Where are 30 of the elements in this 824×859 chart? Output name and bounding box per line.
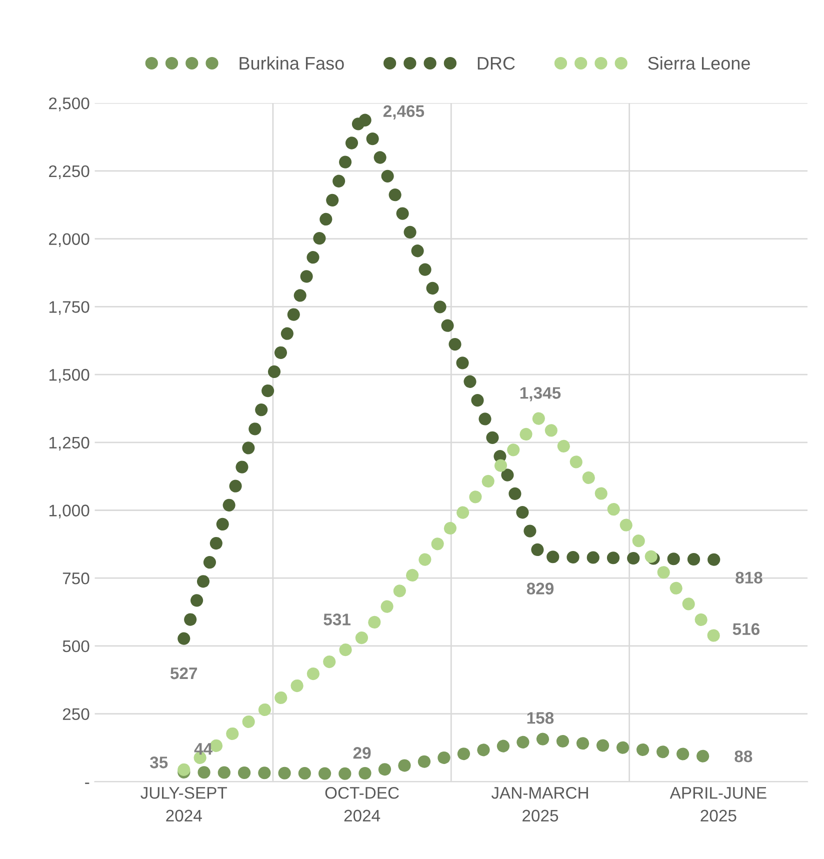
x-tick-label: JAN-MARCH 2025	[491, 786, 588, 822]
y-tick-label: 1,250	[49, 436, 90, 451]
data-label: 516	[732, 623, 760, 635]
data-label: 818	[736, 572, 762, 584]
y-tick-label: 1,750	[49, 301, 90, 315]
data-label: 2,465	[383, 105, 424, 120]
y-tick-label: 1,000	[49, 504, 90, 518]
legend-label: Burkina Faso	[240, 56, 344, 70]
y-tick-label: 750	[62, 572, 90, 584]
data-label: 1,345	[520, 387, 561, 402]
x-tick-label: APRIL-JUNE 2025	[670, 787, 766, 822]
legend-label: Sierra Leone	[648, 56, 750, 70]
data-label: 35	[150, 756, 168, 768]
y-tick-label: 500	[62, 640, 90, 652]
data-label: 531	[324, 614, 350, 626]
data-label: 158	[527, 712, 554, 724]
y-tick-label: 2,500	[49, 97, 90, 112]
y-tick-label: 1,500	[49, 368, 90, 383]
data-label: 88	[734, 750, 752, 762]
data-label: 829	[526, 582, 554, 594]
legend-label: DRC	[478, 56, 515, 70]
data-label: 44	[194, 743, 212, 755]
data-label: 527	[170, 667, 198, 680]
x-tick-label: JULY-SEPT 2024	[140, 786, 228, 822]
data-label: 29	[353, 747, 371, 759]
y-tick-label: 250	[62, 708, 90, 720]
y-tick-label: -	[85, 782, 90, 784]
y-tick-label: 2,250	[49, 165, 90, 180]
x-tick-label: OCT-DEC 2024	[325, 786, 399, 822]
y-tick-label: 2,000	[49, 233, 90, 247]
